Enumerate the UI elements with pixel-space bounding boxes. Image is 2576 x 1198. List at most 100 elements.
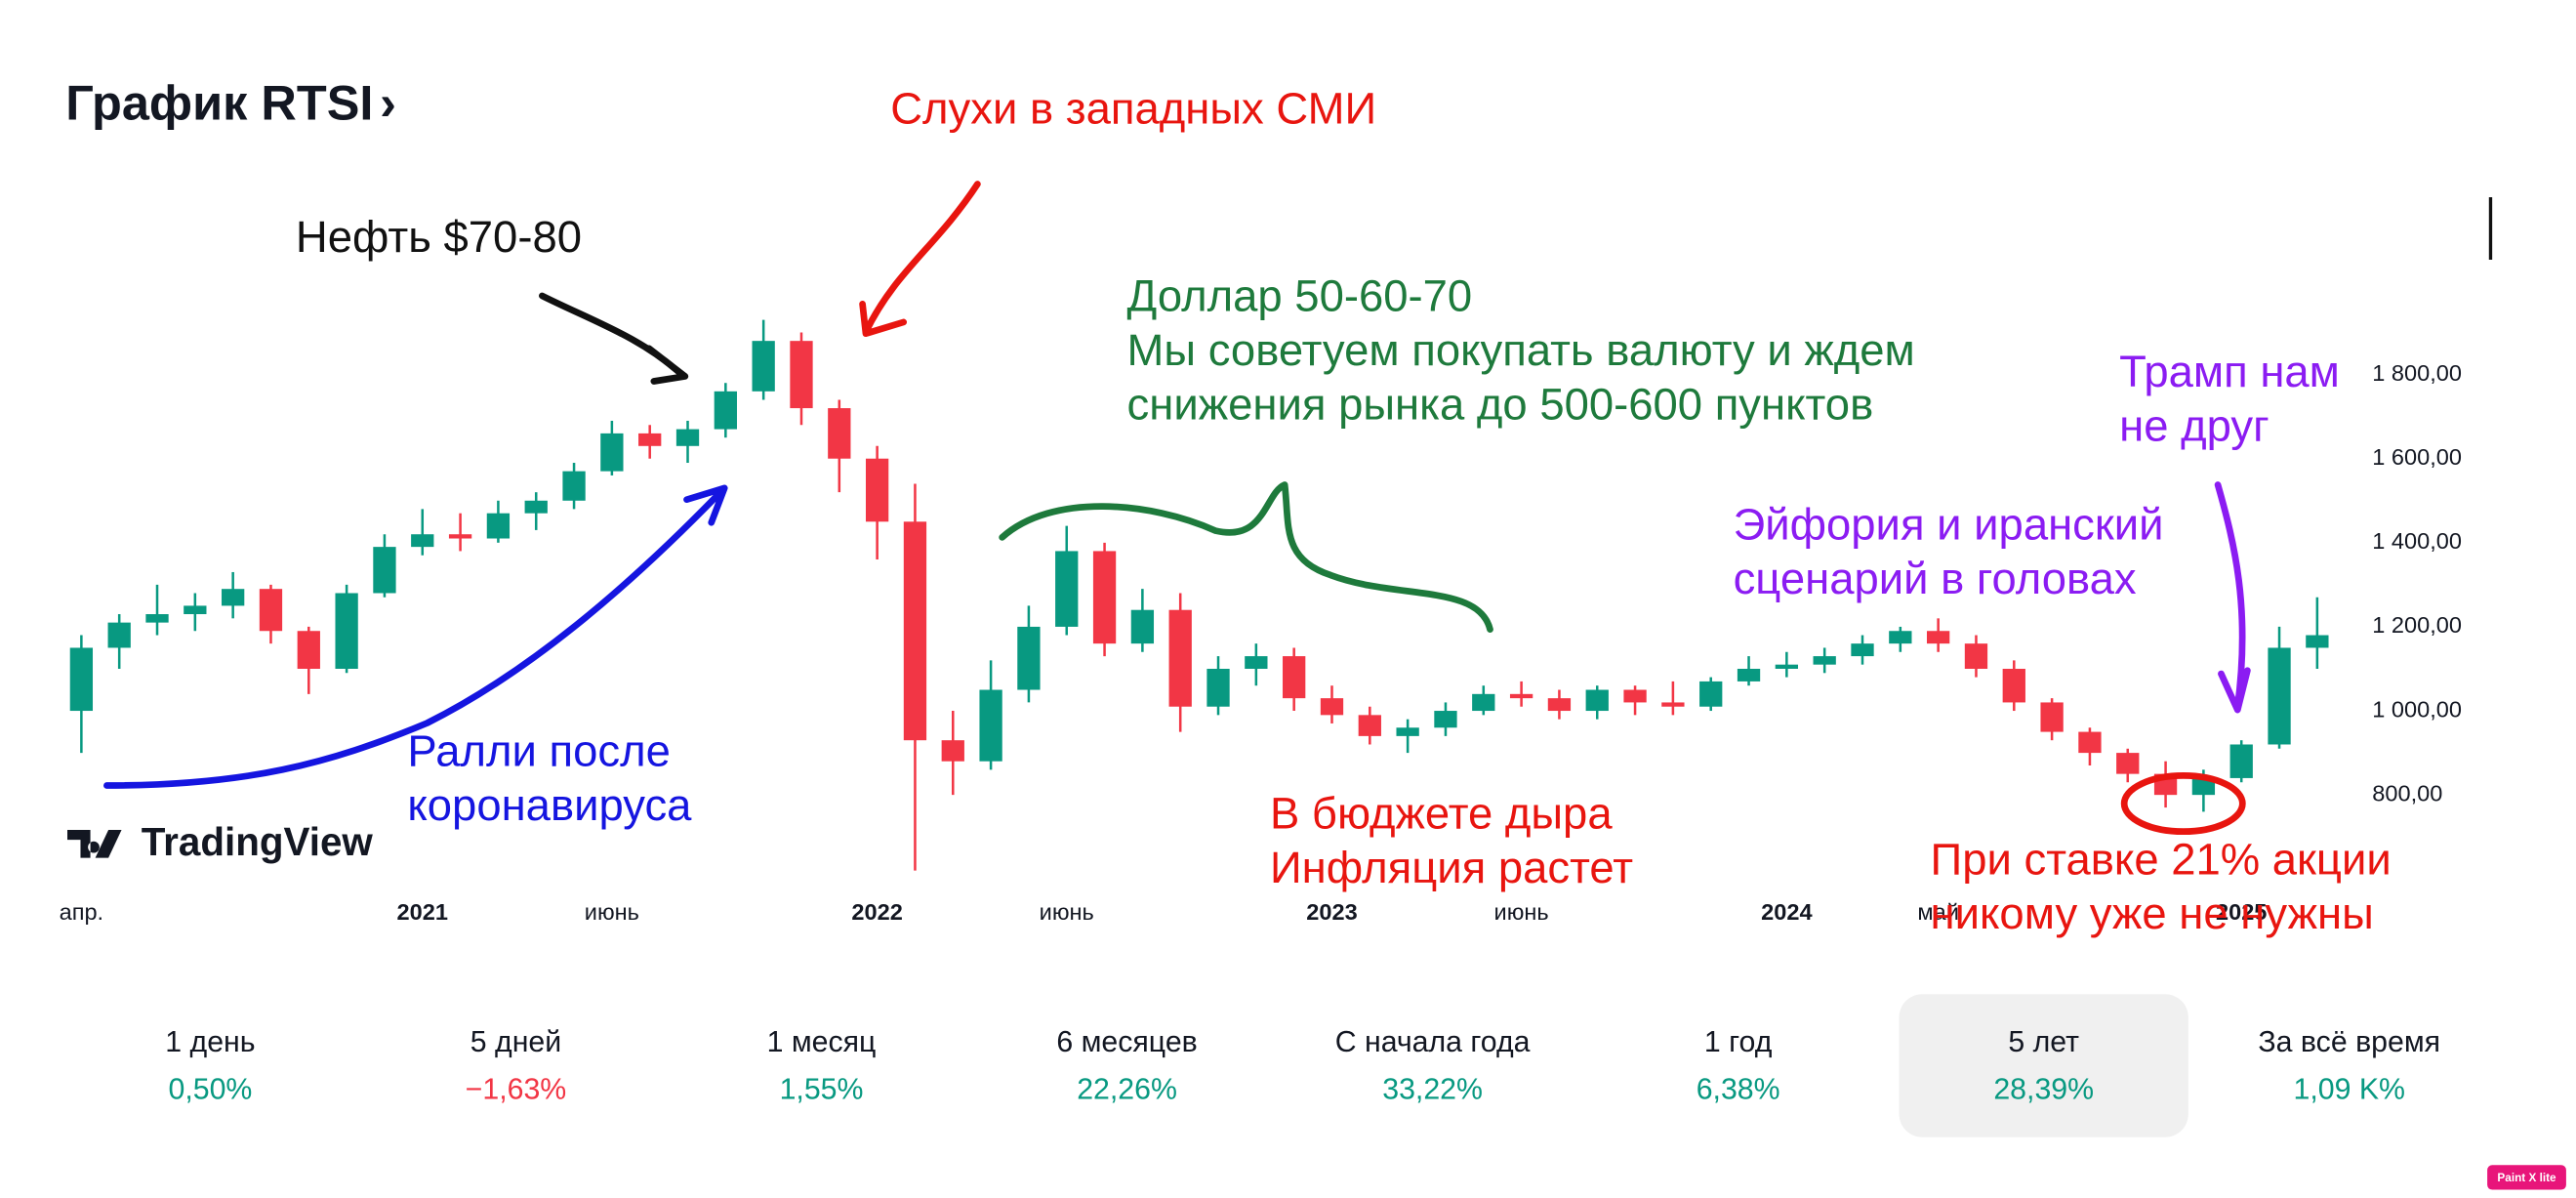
tab-label[interactable]: 1 год (1704, 1026, 1773, 1058)
candle-body (1168, 609, 1192, 707)
tab-label[interactable]: С начала года (1335, 1026, 1531, 1058)
hand-drawings (103, 181, 2251, 836)
period-tab[interactable]: 1 день 0,50% (165, 1026, 255, 1106)
candle-body (222, 589, 245, 606)
tradingview-logo[interactable]: TradingView (67, 819, 373, 864)
x-tick-label: апр. (60, 899, 103, 925)
tab-value[interactable]: 0,50% (168, 1074, 252, 1106)
blue-arrow (103, 484, 728, 789)
annotation-line: сценарий в головах (1734, 554, 2137, 603)
candle-body (297, 631, 320, 669)
logo-text: TradingView (142, 819, 374, 864)
candle-body (941, 740, 964, 762)
purple-arrow (2214, 481, 2251, 714)
candle-body (1055, 551, 1079, 627)
candle-body (675, 429, 700, 446)
period-tabs: 1 день 0,50% 5 дней −1,63% 1 месяц 1,55% 6 мес… (165, 1026, 2440, 1106)
x-tick-label: 2023 (1306, 899, 1357, 925)
y-tick-label: 1 200,00 (2372, 612, 2462, 638)
y-tick-label: 1 400,00 (2372, 528, 2462, 554)
title[interactable]: График RTSI › (65, 75, 396, 131)
candle-body (1358, 715, 1381, 736)
y-tick-label: 1 000,00 (2372, 696, 2462, 722)
annotation: Нефть $70-80 (296, 212, 582, 262)
candle-body (1206, 668, 1230, 707)
period-tab[interactable]: 6 месяцев 22,26% (1056, 1026, 1197, 1106)
title-chevron[interactable]: › (380, 75, 396, 131)
candle-body (2306, 635, 2329, 648)
tab-value[interactable]: 1,55% (780, 1074, 864, 1106)
candle-body (1245, 656, 1268, 669)
tab-label[interactable]: 6 месяцев (1056, 1026, 1197, 1058)
period-tab[interactable]: За всё время 1,09 K% (2258, 1026, 2440, 1106)
annotation: Эйфория и иранский сценарий в головах (1734, 499, 2164, 603)
candle-body (145, 614, 169, 623)
candle-body (107, 622, 131, 648)
y-tick-label: 800,00 (2372, 780, 2442, 806)
period-tab[interactable]: 5 лет 28,39% (1993, 1026, 2094, 1106)
candle-body (1017, 626, 1041, 690)
candle-body (1775, 664, 1799, 669)
annotation-line: При ставке 21% акции (1931, 835, 2392, 885)
tab-label[interactable]: 5 дней (470, 1026, 561, 1058)
annotation-line: Эйфория и иранский (1734, 499, 2164, 549)
annotation: В бюджете дыра Инфляция растет (1270, 789, 1633, 893)
candle-body (1813, 656, 1836, 665)
red-circle (2120, 772, 2246, 836)
candle-body (1547, 698, 1572, 712)
candle-body (828, 408, 851, 459)
annotation: Трамп нам не друг (2119, 347, 2340, 451)
candle-body (1699, 681, 1723, 707)
red-arrow (859, 181, 981, 338)
candle-body (69, 647, 94, 712)
period-tab[interactable]: С начала года 33,22% (1335, 1026, 1531, 1106)
tab-value[interactable]: −1,63% (466, 1074, 567, 1106)
tab-label[interactable]: 1 месяц (767, 1026, 877, 1058)
y-tick-label: 1 600,00 (2372, 444, 2462, 470)
candle-body (714, 391, 737, 430)
period-tab[interactable]: 5 дней −1,63% (466, 1026, 567, 1106)
candlestick-chart: 800,00 1 000,00 1 200,00 1 400,00 1 600,00 1 … (60, 319, 2462, 925)
x-tick-label: июнь (1494, 899, 1549, 925)
candle-body (752, 341, 775, 392)
candle-body (1623, 689, 1647, 703)
title-text[interactable]: График RTSI (65, 75, 373, 131)
annotation-line: Трамп нам (2119, 347, 2340, 396)
candle-body (259, 589, 283, 632)
annotation-line: Слухи в западных СМИ (890, 83, 1376, 133)
watermark-badge (2487, 1165, 2566, 1190)
x-tick-label: 2021 (397, 899, 448, 925)
tab-value[interactable]: 28,39% (1993, 1074, 2094, 1106)
annotation-line: не друг (2119, 400, 2269, 450)
tab-value[interactable]: 22,26% (1077, 1074, 1177, 1106)
candle-body (1889, 631, 1912, 644)
candle-body (1585, 689, 1609, 712)
candle-body (562, 471, 586, 501)
candle-body (1661, 702, 1685, 707)
candle-body (373, 547, 396, 594)
period-tab[interactable]: 1 год 6,38% (1697, 1026, 1780, 1106)
candle-body (2191, 777, 2216, 796)
tab-label[interactable]: 1 день (165, 1026, 255, 1058)
tab-value[interactable]: 6,38% (1697, 1074, 1780, 1106)
tab-label[interactable]: 5 лет (2008, 1026, 2079, 1058)
tab-label[interactable]: За всё время (2258, 1026, 2440, 1058)
period-tab[interactable]: 1 месяц 1,55% (767, 1026, 877, 1106)
candle-body (1851, 643, 1874, 657)
candle-body (486, 513, 511, 539)
candle-body (2040, 702, 2064, 732)
candle-body (1434, 711, 1457, 728)
annotation-line: Доллар 50-60-70 (1127, 270, 1473, 320)
annotation-line: Инфляция растет (1270, 843, 1633, 892)
tab-value[interactable]: 1,09 K% (2293, 1074, 2404, 1106)
candle-body (2229, 744, 2253, 778)
annotations: Нефть $70-80 Слухи в западных СМИ Доллар 5… (296, 83, 2392, 938)
x-tick-label: 2025 (2216, 899, 2267, 925)
candle-body (1472, 693, 1495, 712)
candle-body (903, 521, 927, 741)
x-tick-label: май (1917, 899, 1958, 925)
annotation: Слухи в западных СМИ (890, 83, 1376, 133)
x-tick-label: 2022 (851, 899, 902, 925)
tab-value[interactable]: 33,22% (1382, 1074, 1483, 1106)
